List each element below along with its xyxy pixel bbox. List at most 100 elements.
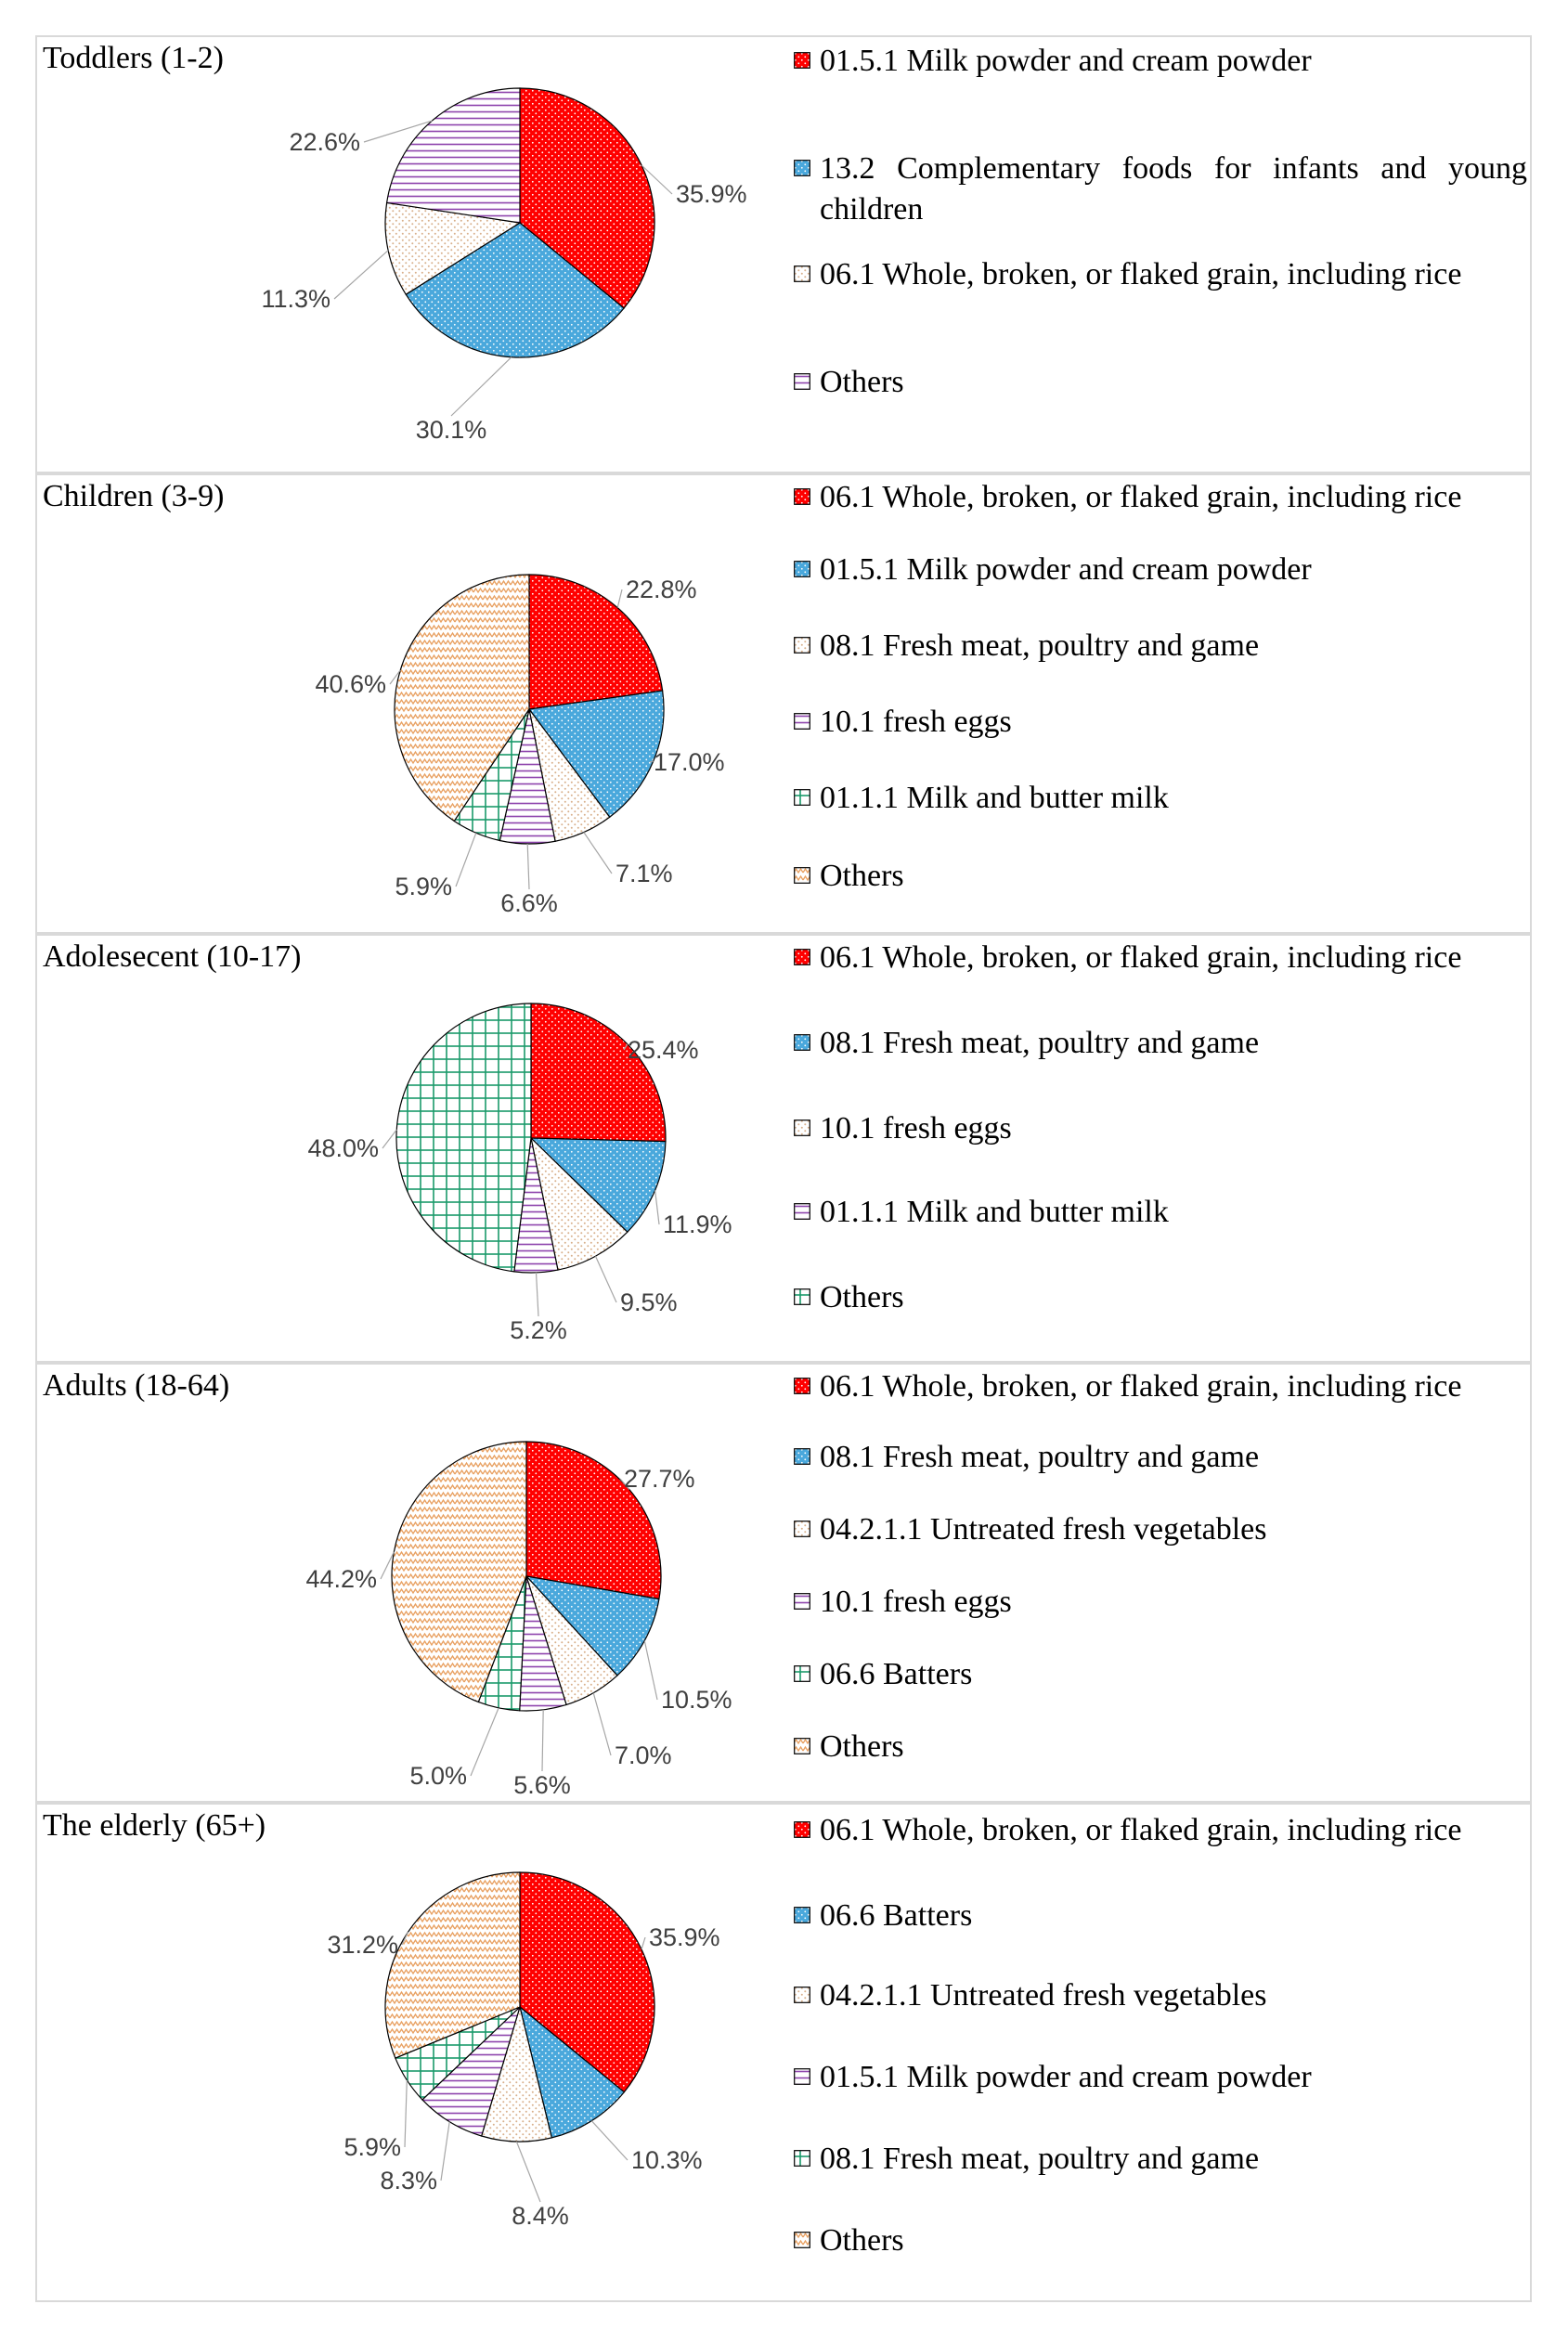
legend-label: 01.5.1 Milk powder and cream powder: [820, 552, 1312, 587]
legend-swatch-icon: [794, 637, 810, 654]
leader-line: [623, 1043, 628, 1051]
legend-item: 04.2.1.1 Untreated fresh vegetables: [794, 1509, 1527, 1550]
data-label: 35.9%: [649, 1923, 720, 1951]
data-label: 35.9%: [676, 180, 747, 208]
pie-chart: 35.9% 10.3% 8.4% 8.3% 5.9% 31.2%: [327, 1871, 720, 2230]
legend-label: Others: [820, 365, 904, 399]
legend-item: 06.1 Whole, broken, or flaked grain, inc…: [794, 1810, 1527, 1851]
legend-swatch-icon: [794, 949, 810, 965]
leader-line: [404, 2079, 408, 2148]
chart-title: Children (3-9): [43, 479, 225, 513]
data-label: 5.2%: [510, 1316, 567, 1344]
pie-slice: [518, 2005, 626, 2139]
legend-item: 04.2.1.1 Untreated fresh vegetables: [794, 1975, 1527, 2016]
data-label: 5.9%: [343, 2133, 401, 2161]
legend-swatch-icon: [794, 1448, 810, 1465]
data-label: 8.4%: [512, 2202, 569, 2230]
pie-slice: [394, 574, 530, 822]
legend-item: 06.1 Whole, broken, or flaked grain, inc…: [794, 254, 1527, 295]
legend-swatch-icon: [794, 867, 810, 884]
legend-item: 06.6 Batters: [794, 1896, 1527, 1936]
leader-line: [380, 1551, 395, 1580]
chart-panel: Children (3-9) 22.8% 17.0% 7.1% 6.6% 5.9% 40.6…: [35, 473, 1532, 934]
legend-item: Others: [794, 2220, 1527, 2261]
legend-swatch-icon: [794, 713, 810, 730]
chart-panel: Adolesecent (10-17) 25.4% 11.9% 9.5% 5.2% 48.…: [35, 934, 1532, 1363]
legend-item: 01.5.1 Milk powder and cream powder: [794, 2057, 1527, 2098]
legend-swatch-icon: [794, 2150, 810, 2167]
legend-label: 01.5.1 Milk powder and cream powder: [820, 44, 1312, 78]
leader-line: [643, 1640, 658, 1701]
legend-label: 06.1 Whole, broken, or flaked grain, inc…: [820, 1369, 1462, 1404]
leader-line: [641, 164, 673, 195]
leader-line: [619, 1478, 630, 1490]
pie-slice: [519, 87, 655, 309]
pie-slice: [528, 574, 664, 710]
legend-label: 06.6 Batters: [820, 1898, 973, 1933]
leader-line: [455, 833, 477, 887]
legend-swatch-icon: [794, 2232, 810, 2248]
legend-item: 06.1 Whole, broken, or flaked grain, inc…: [794, 477, 1527, 518]
legend-label: 08.1 Fresh meat, poultry and game: [820, 2142, 1260, 2176]
leader-line: [363, 120, 433, 143]
legend-item: Others: [794, 856, 1527, 897]
data-label: 31.2%: [327, 1931, 398, 1959]
leader-line: [389, 669, 401, 685]
legend-item: Others: [794, 362, 1527, 403]
leader-line: [641, 1936, 646, 1950]
leader-line: [440, 2121, 450, 2181]
legend-swatch-icon: [794, 488, 810, 505]
legend-swatch-icon: [794, 265, 810, 282]
legend-label: 10.1 fresh eggs: [820, 1585, 1012, 1619]
legend-item: 10.1 fresh eggs: [794, 1108, 1527, 1149]
data-label: 11.3%: [261, 285, 330, 313]
legend-item: Others: [794, 1277, 1527, 1318]
legend-label: 04.2.1.1 Untreated fresh vegetables: [820, 1512, 1267, 1547]
legend-item: 01.5.1 Milk powder and cream powder: [794, 41, 1527, 82]
legend-label: 01.1.1 Milk and butter milk: [820, 781, 1169, 815]
legend-swatch-icon: [794, 1378, 810, 1394]
legend-label: Others: [820, 2223, 904, 2258]
data-label: 10.5%: [661, 1686, 732, 1714]
pie-slice: [385, 87, 521, 224]
legend-label: 06.1 Whole, broken, or flaked grain, inc…: [820, 1813, 1462, 1847]
chart-panel: Toddlers (1-2) 35.9% 30.1% 11.3% 22.6% 01.5.1…: [35, 35, 1532, 473]
legend-item: 01.1.1 Milk and butter milk: [794, 778, 1527, 819]
leader-line: [450, 356, 512, 417]
legend-swatch-icon: [794, 561, 810, 577]
legend-item: 01.1.1 Milk and butter milk: [794, 1192, 1527, 1233]
leader-line: [583, 832, 613, 874]
legend-swatch-icon: [794, 1288, 810, 1305]
leader-line: [649, 760, 654, 763]
data-label: 6.6%: [500, 889, 558, 917]
leader-line: [541, 1709, 544, 1772]
leader-line: [470, 1707, 499, 1777]
leader-line: [592, 1692, 612, 1756]
data-label: 5.0%: [409, 1762, 467, 1790]
data-label: 22.8%: [626, 576, 697, 603]
legend-label: 08.1 Fresh meat, poultry and game: [820, 1440, 1260, 1474]
leader-line: [616, 589, 623, 608]
leader-line: [333, 250, 389, 300]
pie-slice: [525, 1575, 660, 1676]
chart-panel: The elderly (65+) 35.9% 10.3% 8.4% 8.3% 5.9% 3…: [35, 1803, 1532, 2302]
legend-swatch-icon: [794, 1907, 810, 1923]
legend-item: Others: [794, 1727, 1527, 1767]
legend-item: 10.1 fresh eggs: [794, 702, 1527, 743]
pie-chart: 27.7% 10.5% 7.0% 5.6% 5.0% 44.2%: [305, 1441, 732, 1799]
data-label: 8.3%: [380, 2167, 437, 2194]
legend-label: 01.1.1 Milk and butter milk: [820, 1195, 1169, 1229]
leader-line: [654, 1190, 660, 1225]
legend-swatch-icon: [794, 1987, 810, 2003]
legend-swatch-icon: [794, 160, 810, 176]
pie-slice: [384, 201, 522, 296]
legend-label: Others: [820, 859, 904, 893]
data-label: 11.9%: [663, 1210, 732, 1238]
pie-chart: 25.4% 11.9% 9.5% 5.2% 48.0%: [307, 1003, 732, 1344]
legend-item: 08.1 Fresh meat, poultry and game: [794, 2139, 1527, 2180]
legend-item: 13.2 Complementary foods for infants and…: [794, 149, 1527, 230]
legend-swatch-icon: [794, 1593, 810, 1610]
leader-line: [594, 1256, 617, 1303]
chart-title: Adolesecent (10-17): [43, 939, 302, 974]
legend-swatch-icon: [794, 1821, 810, 1838]
